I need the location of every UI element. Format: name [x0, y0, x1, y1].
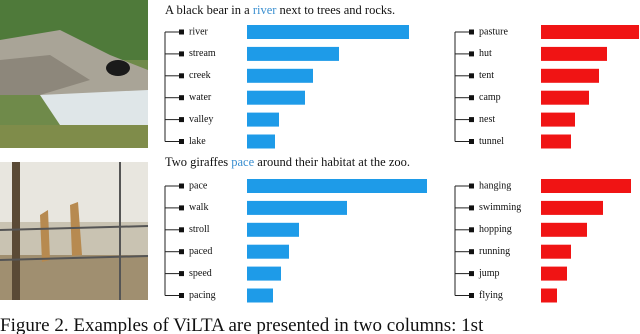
category-label: creek — [189, 70, 211, 81]
bar — [541, 244, 571, 259]
category-label: lake — [189, 136, 206, 147]
sentence-part: next to trees and rocks. — [276, 3, 395, 17]
category-label: pasture — [479, 26, 508, 37]
tree-node — [179, 117, 184, 123]
bar — [247, 288, 273, 303]
caption: Figure 2. Examples of ViLTA are presente… — [0, 315, 484, 334]
category-label: nest — [479, 114, 495, 125]
bar — [247, 134, 275, 149]
tree-node — [469, 271, 474, 277]
category-label: tent — [479, 70, 494, 81]
tree-node — [469, 117, 474, 123]
tree-node — [469, 73, 474, 79]
bar — [541, 68, 599, 83]
tree-node — [179, 293, 184, 298]
category-label: running — [479, 246, 510, 257]
tree-node — [469, 227, 474, 233]
category-label: walk — [189, 202, 208, 213]
category-label: jump — [478, 268, 500, 279]
category-label: pace — [189, 180, 208, 191]
bar — [247, 46, 339, 61]
bar — [541, 179, 631, 193]
bar — [541, 25, 639, 39]
sentence: A black bear in a river next to trees an… — [165, 3, 395, 17]
category-label: stroll — [189, 224, 210, 235]
tree-node — [179, 227, 184, 233]
tree-node — [469, 205, 474, 211]
sentence-part: A black bear in a — [165, 3, 253, 17]
photo-bear — [0, 0, 148, 148]
bar — [541, 46, 607, 61]
tree-node — [179, 51, 184, 57]
tree-node — [179, 249, 184, 255]
tree-node — [469, 293, 474, 298]
category-label: swimming — [479, 202, 521, 213]
bar — [247, 200, 347, 215]
tree-node — [179, 139, 184, 144]
category-label: valley — [189, 114, 213, 125]
category-label: camp — [479, 92, 501, 103]
category-label: river — [189, 26, 209, 37]
sentence-part: Two giraffes — [165, 155, 231, 169]
bar — [541, 222, 587, 237]
bar — [247, 90, 305, 105]
tree-node — [179, 95, 184, 101]
tree-node — [179, 271, 184, 277]
category-label: speed — [189, 268, 212, 279]
category-label: tunnel — [479, 136, 504, 147]
tree-node — [179, 183, 184, 189]
bar — [247, 68, 313, 83]
category-label: water — [189, 92, 212, 103]
category-label: pacing — [189, 290, 216, 301]
category-label: hut — [479, 48, 492, 59]
bar — [247, 112, 279, 127]
tree-node — [179, 205, 184, 211]
bar — [247, 25, 409, 39]
tree-node — [469, 95, 474, 101]
tree-node — [469, 51, 474, 57]
tree-node — [469, 29, 474, 35]
tree-node — [179, 29, 184, 35]
bar — [247, 266, 281, 281]
category-label: hanging — [479, 180, 511, 191]
tree-node — [469, 249, 474, 255]
bar — [247, 222, 299, 237]
category-label: hopping — [479, 224, 512, 235]
sentence-part: around their habitat at the zoo. — [254, 155, 410, 169]
tree-node — [179, 73, 184, 79]
bar — [541, 90, 589, 105]
category-label: stream — [189, 48, 216, 59]
bar — [541, 288, 557, 303]
bar — [541, 134, 571, 149]
bar — [541, 200, 603, 215]
bar — [541, 266, 567, 281]
photo-giraffes — [0, 162, 149, 300]
sentence: Two giraffes pace around their habitat a… — [165, 155, 410, 169]
category-label: flying — [479, 290, 503, 301]
tree-node — [469, 183, 474, 189]
highlight-word: river — [253, 3, 277, 17]
tree-node — [469, 139, 474, 144]
bar — [541, 112, 575, 127]
category-label: paced — [189, 246, 212, 257]
bar — [247, 179, 427, 193]
bar — [247, 244, 289, 259]
highlight-word: pace — [231, 155, 254, 169]
